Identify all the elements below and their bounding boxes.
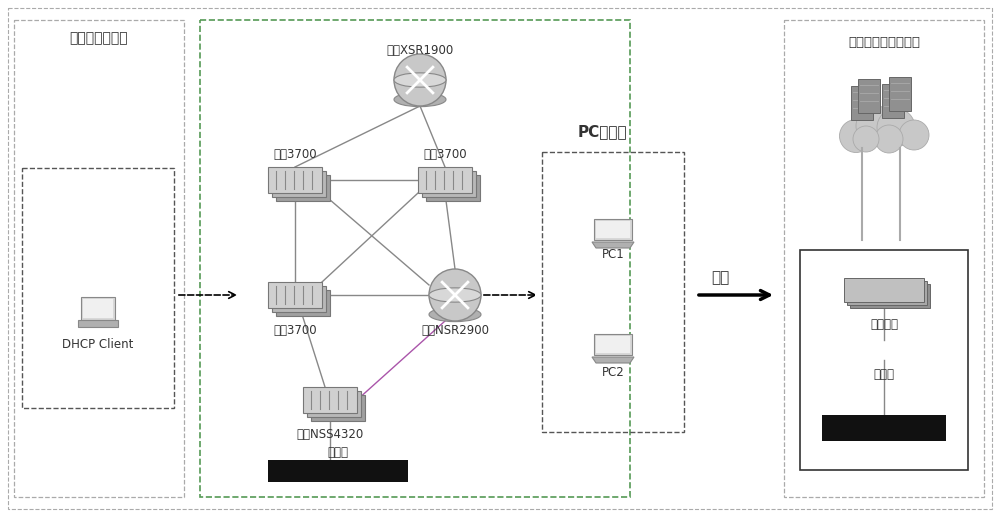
Bar	[307, 391, 361, 417]
Text: 改进: 改进	[711, 270, 729, 285]
Text: 测试仳: 测试仳	[874, 369, 895, 382]
Bar	[276, 290, 330, 316]
Text: 迈普XSR1900: 迈普XSR1900	[386, 43, 454, 56]
Bar	[272, 171, 326, 197]
Circle shape	[840, 119, 872, 153]
Bar	[542, 152, 684, 432]
Bar	[14, 20, 184, 497]
Bar	[889, 77, 911, 111]
Text: DHCP Client: DHCP Client	[62, 339, 134, 352]
Circle shape	[856, 106, 896, 146]
Bar	[596, 336, 630, 353]
Bar	[311, 395, 365, 421]
Polygon shape	[592, 357, 634, 363]
Text: 客户端和配置端: 客户端和配置端	[70, 31, 128, 45]
Text: PC1: PC1	[602, 249, 624, 262]
Text: 自主可控云测试平台: 自主可控云测试平台	[848, 36, 920, 49]
Bar	[418, 167, 472, 193]
Bar	[851, 86, 873, 120]
Text: 测试仳: 测试仳	[328, 446, 349, 459]
Circle shape	[875, 125, 903, 153]
Bar	[426, 175, 480, 201]
Text: 迈普NSR2900: 迈普NSR2900	[421, 324, 489, 337]
Bar	[268, 282, 322, 308]
Bar	[594, 219, 632, 240]
Bar	[422, 171, 476, 197]
Ellipse shape	[429, 288, 481, 302]
Bar	[272, 286, 326, 312]
Circle shape	[853, 126, 879, 152]
Bar	[596, 221, 630, 238]
Bar	[882, 84, 904, 118]
Circle shape	[394, 54, 446, 106]
Text: PC检测端: PC检测端	[578, 125, 628, 140]
Bar	[268, 167, 322, 193]
Bar	[276, 175, 330, 201]
Bar	[850, 284, 930, 308]
Circle shape	[877, 109, 915, 146]
Bar	[594, 334, 632, 355]
Bar	[200, 20, 630, 497]
Bar	[78, 320, 118, 327]
Bar	[83, 299, 113, 318]
Text: 长城3700: 长城3700	[273, 148, 317, 161]
Circle shape	[429, 269, 481, 321]
Bar	[784, 20, 984, 497]
Ellipse shape	[429, 307, 481, 322]
Bar	[822, 415, 946, 441]
Text: 长城3700: 长城3700	[423, 148, 467, 161]
Bar	[847, 281, 927, 305]
Bar	[800, 250, 968, 470]
Ellipse shape	[394, 93, 446, 107]
Text: 长城3700: 长城3700	[273, 324, 317, 337]
Bar	[81, 297, 115, 320]
Polygon shape	[592, 242, 634, 248]
Text: PC2: PC2	[602, 366, 624, 378]
Bar	[268, 460, 408, 482]
Text: 被测设备: 被测设备	[870, 318, 898, 331]
Circle shape	[899, 120, 929, 150]
Bar	[303, 387, 357, 413]
Text: 迈普NSS4320: 迈普NSS4320	[296, 429, 364, 442]
Bar	[22, 168, 174, 408]
Bar	[844, 278, 924, 302]
Bar	[858, 79, 880, 113]
Ellipse shape	[394, 73, 446, 87]
